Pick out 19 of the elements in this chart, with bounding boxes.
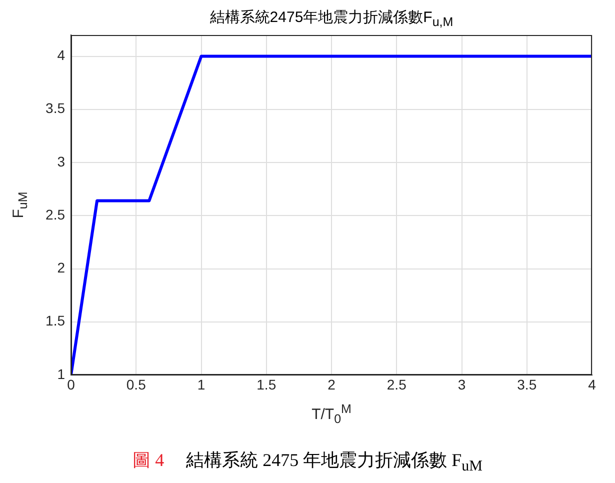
x-tick-label: 0.5 <box>126 376 146 392</box>
y-tick-label: 2 <box>57 260 66 276</box>
y-tick-label: 1 <box>57 366 66 382</box>
text: 結構系統 2475 年地震力折減係數 F$_{uM}$ <box>186 450 482 475</box>
x-tick-label: 1 <box>197 376 206 392</box>
y-tick-label: 2.5 <box>46 206 66 222</box>
x-tick-label: 2.5 <box>386 376 407 392</box>
chart-title: 結構系統2475年地震力折減係數F$_{u,M}$ <box>208 8 454 29</box>
x-tick-label: 1.5 <box>256 376 276 392</box>
x-tick-label: 2 <box>328 376 336 392</box>
y-tick-label: 3.5 <box>46 100 66 116</box>
y-tick-label: 3 <box>57 153 66 170</box>
y-tick-label: 4 <box>57 47 66 64</box>
caption: 圖 4 <box>132 450 164 470</box>
x-tick-label: 0 <box>67 376 76 392</box>
x-tick-label: 3.5 <box>517 376 537 392</box>
x-tick-label: 4 <box>588 376 596 392</box>
y-tick-label: 1.5 <box>46 312 66 329</box>
x-tick-label: 3 <box>458 376 466 392</box>
